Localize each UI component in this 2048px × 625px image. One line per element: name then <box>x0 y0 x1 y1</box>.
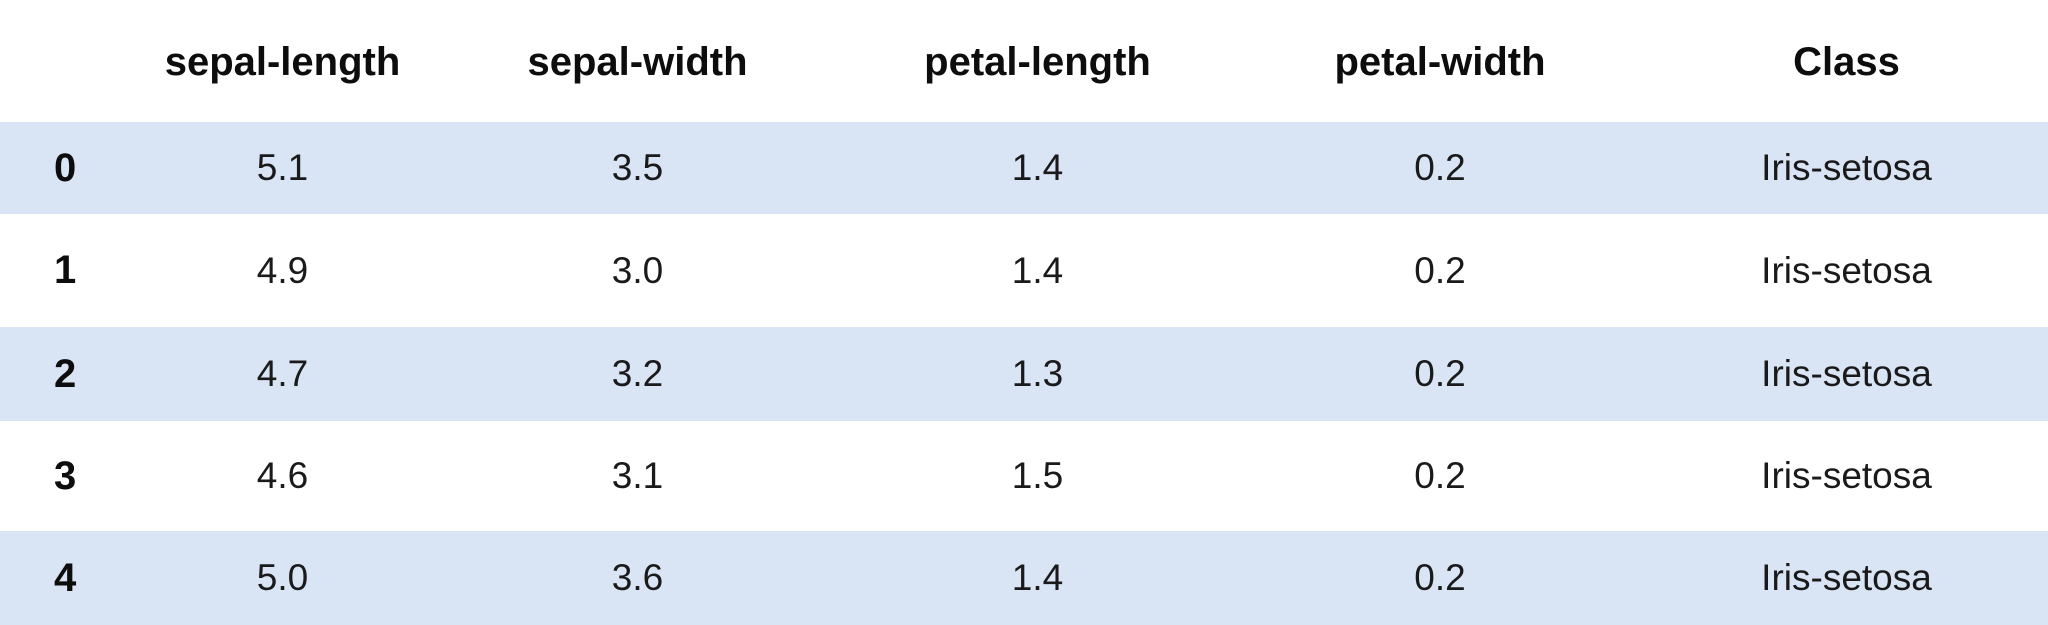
cell-sepal-width: 3.1 <box>435 421 840 531</box>
header-petal-length: petal-length <box>840 0 1235 122</box>
header-index <box>0 0 130 122</box>
cell-petal-width: 0.2 <box>1235 122 1645 214</box>
cell-class: Iris-setosa <box>1645 327 2048 421</box>
table-row: 2 4.7 3.2 1.3 0.2 Iris-setosa <box>0 327 2048 421</box>
header-sepal-width: sepal-width <box>435 0 840 122</box>
cell-petal-width: 0.2 <box>1235 421 1645 531</box>
cell-class: Iris-setosa <box>1645 214 2048 327</box>
cell-sepal-length: 4.6 <box>130 421 435 531</box>
cell-sepal-length: 4.9 <box>130 214 435 327</box>
cell-sepal-width: 3.6 <box>435 531 840 625</box>
cell-sepal-width: 3.5 <box>435 122 840 214</box>
header-class: Class <box>1645 0 2048 122</box>
header-row: sepal-length sepal-width petal-length pe… <box>0 0 2048 122</box>
cell-petal-length: 1.4 <box>840 122 1235 214</box>
table-header: sepal-length sepal-width petal-length pe… <box>0 0 2048 122</box>
cell-petal-length: 1.3 <box>840 327 1235 421</box>
cell-petal-length: 1.4 <box>840 531 1235 625</box>
row-index: 4 <box>0 531 130 625</box>
cell-petal-width: 0.2 <box>1235 531 1645 625</box>
cell-class: Iris-setosa <box>1645 122 2048 214</box>
row-index: 2 <box>0 327 130 421</box>
cell-class: Iris-setosa <box>1645 531 2048 625</box>
cell-sepal-length: 4.7 <box>130 327 435 421</box>
row-index: 0 <box>0 122 130 214</box>
table-body: 0 5.1 3.5 1.4 0.2 Iris-setosa 1 4.9 3.0 … <box>0 122 2048 625</box>
cell-sepal-width: 3.2 <box>435 327 840 421</box>
cell-sepal-length: 5.1 <box>130 122 435 214</box>
table-row: 4 5.0 3.6 1.4 0.2 Iris-setosa <box>0 531 2048 625</box>
cell-petal-width: 0.2 <box>1235 214 1645 327</box>
table-row: 3 4.6 3.1 1.5 0.2 Iris-setosa <box>0 421 2048 531</box>
row-index: 1 <box>0 214 130 327</box>
header-petal-width: petal-width <box>1235 0 1645 122</box>
table-row: 1 4.9 3.0 1.4 0.2 Iris-setosa <box>0 214 2048 327</box>
cell-sepal-width: 3.0 <box>435 214 840 327</box>
cell-class: Iris-setosa <box>1645 421 2048 531</box>
cell-petal-length: 1.5 <box>840 421 1235 531</box>
table-row: 0 5.1 3.5 1.4 0.2 Iris-setosa <box>0 122 2048 214</box>
cell-petal-width: 0.2 <box>1235 327 1645 421</box>
cell-sepal-length: 5.0 <box>130 531 435 625</box>
cell-petal-length: 1.4 <box>840 214 1235 327</box>
header-sepal-length: sepal-length <box>130 0 435 122</box>
row-index: 3 <box>0 421 130 531</box>
